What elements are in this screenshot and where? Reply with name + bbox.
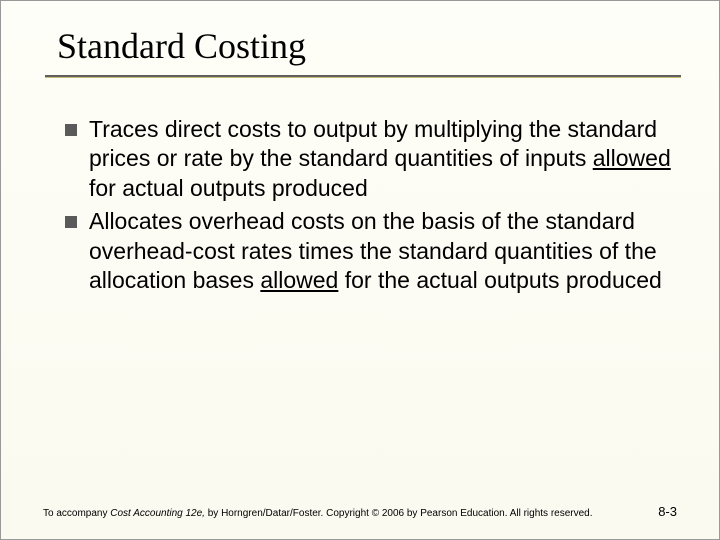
- slide-title: Standard Costing: [1, 1, 719, 75]
- bullet-text: Traces direct costs to output by multipl…: [89, 115, 671, 203]
- bullet-item: Allocates overhead costs on the basis of…: [65, 207, 671, 295]
- content-area: Traces direct costs to output by multipl…: [1, 77, 719, 296]
- bullet-text-underlined: allowed: [593, 145, 671, 171]
- slide-container: Standard Costing Traces direct costs to …: [0, 0, 720, 540]
- bullet-text-pre: Traces direct costs to output by multipl…: [89, 116, 657, 171]
- bullet-text: Allocates overhead costs on the basis of…: [89, 207, 671, 295]
- footer-prefix: To accompany: [43, 508, 110, 519]
- bullet-text-post: for the actual outputs produced: [338, 267, 662, 293]
- bullet-text-underlined: allowed: [260, 267, 338, 293]
- footer-suffix: by Horngren/Datar/Foster. Copyright © 20…: [205, 508, 593, 519]
- bullet-item: Traces direct costs to output by multipl…: [65, 115, 671, 203]
- square-bullet-icon: [65, 124, 77, 136]
- footer: To accompany Cost Accounting 12e, by Hor…: [43, 504, 677, 519]
- footer-attribution: To accompany Cost Accounting 12e, by Hor…: [43, 508, 593, 519]
- bullet-text-post: for actual outputs produced: [89, 175, 368, 201]
- footer-book-title: Cost Accounting 12e,: [110, 508, 205, 519]
- square-bullet-icon: [65, 216, 77, 228]
- page-number: 8-3: [658, 504, 677, 519]
